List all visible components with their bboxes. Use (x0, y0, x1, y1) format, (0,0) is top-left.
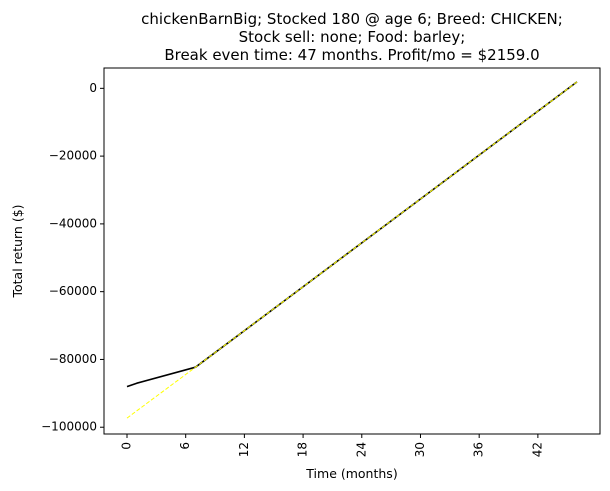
x-axis-label: Time (months) (305, 466, 397, 481)
y-tick-label: −80000 (49, 352, 97, 366)
series-line-1 (126, 81, 578, 388)
x-tick-label: 18 (296, 442, 310, 457)
title-line-2: Stock sell: none; Food: barley; (239, 28, 466, 46)
y-axis-ticks: 0 −20000 −40000 −60000 −80000 −100000 (41, 81, 104, 434)
y-tick-label: −40000 (49, 216, 97, 230)
x-tick-label: 36 (472, 442, 486, 457)
y-tick-label: −60000 (49, 284, 97, 298)
x-axis-ticks: 0 6 12 18 24 30 36 42 (120, 434, 544, 457)
title-line-1: chickenBarnBig; Stocked 180 @ age 6; Bre… (141, 10, 563, 28)
plot-lines (126, 81, 578, 419)
x-tick-label: 12 (237, 442, 251, 457)
x-tick-label: 24 (354, 442, 368, 457)
title-line-3: Break even time: 47 months. Profit/mo = … (164, 46, 539, 64)
x-tick-label: 30 (413, 442, 427, 457)
x-tick-label: 6 (178, 442, 192, 450)
chart-title: chickenBarnBig; Stocked 180 @ age 6; Bre… (141, 10, 563, 64)
series-line-2 (126, 81, 578, 419)
y-axis-label: Total return ($) (10, 204, 25, 298)
y-tick-label: −100000 (41, 420, 97, 434)
x-tick-label: 0 (120, 442, 134, 450)
y-tick-label: 0 (89, 81, 97, 95)
y-tick-label: −20000 (49, 149, 97, 163)
x-tick-label: 42 (530, 442, 544, 457)
plot-frame (103, 67, 601, 435)
